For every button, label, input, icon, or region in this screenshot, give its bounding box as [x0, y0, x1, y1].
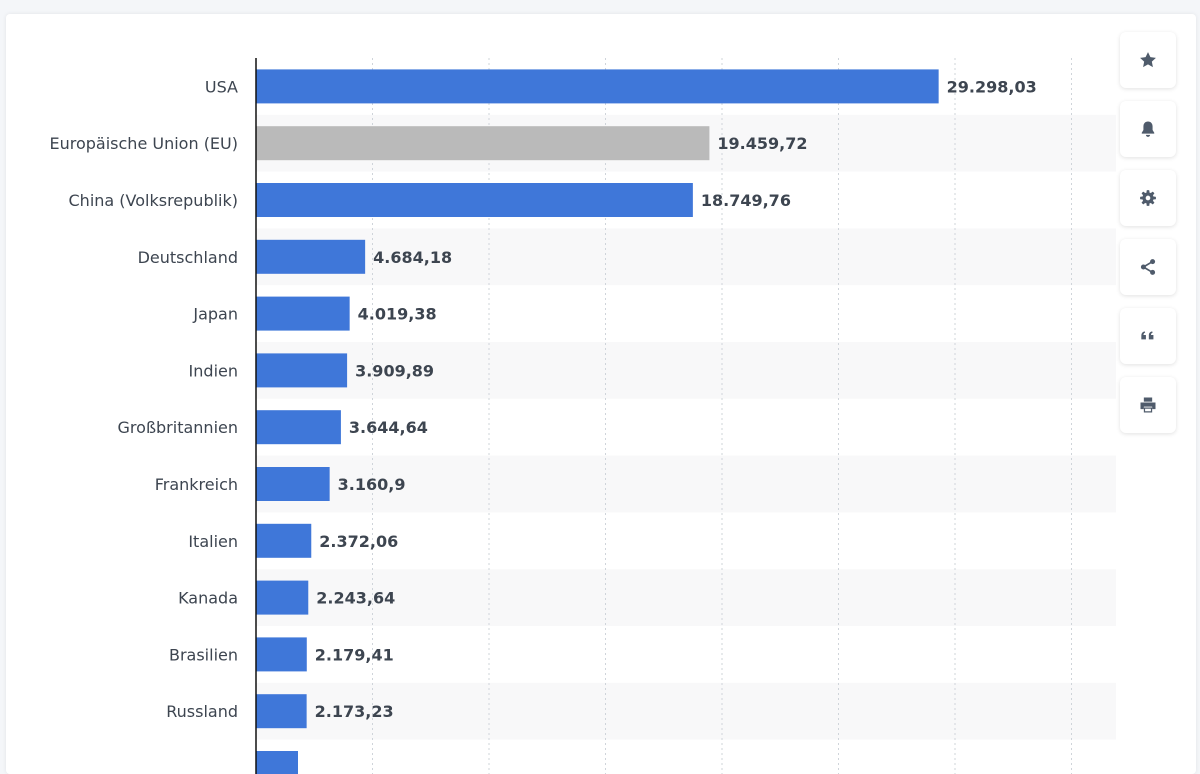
- bar-5: [256, 353, 348, 388]
- star-icon: [1140, 52, 1156, 68]
- settings-button[interactable]: [1120, 170, 1176, 226]
- value-label: 3.160,9: [338, 475, 406, 494]
- chart-toolbar: [1120, 32, 1178, 446]
- bar-7: [256, 467, 330, 501]
- value-label: 2.173,23: [315, 702, 394, 721]
- bar-6: [256, 410, 341, 445]
- value-label: 19.459,72: [717, 134, 807, 153]
- category-label: Deutschland: [138, 248, 238, 267]
- value-label: 2.179,41: [315, 645, 394, 664]
- value-label: 18.749,76: [701, 191, 791, 210]
- bar-2: [256, 183, 693, 217]
- print-icon: [1140, 397, 1156, 413]
- category-label: Frankreich: [155, 475, 238, 494]
- print-button[interactable]: [1120, 377, 1176, 433]
- row-band: [256, 228, 1116, 286]
- category-label: Japan: [192, 305, 238, 324]
- cite-button[interactable]: [1120, 308, 1176, 364]
- bar-next: [256, 751, 298, 774]
- notification-button[interactable]: [1120, 101, 1176, 157]
- value-label: 3.909,89: [355, 361, 434, 380]
- chart-card: USA 29.298,03 Europäische Union (EU) 19.459…: [6, 14, 1196, 774]
- bar-1: [256, 126, 710, 161]
- category-label: Großbritannien: [118, 418, 238, 437]
- category-label: Russland: [166, 702, 238, 721]
- value-label: 29.298,03: [947, 77, 1037, 96]
- category-label: Indien: [189, 361, 238, 380]
- quote-icon: [1141, 331, 1154, 340]
- bar-10: [256, 637, 307, 672]
- bar-4: [256, 296, 350, 331]
- gear-icon: [1140, 190, 1156, 206]
- bar-9: [256, 580, 309, 615]
- row-band: [256, 682, 1116, 740]
- bar-chart: USA 29.298,03 Europäische Union (EU) 19.459…: [50, 58, 1116, 774]
- bar-0: [256, 69, 939, 104]
- category-label: USA: [205, 77, 238, 96]
- share-button[interactable]: [1120, 239, 1176, 295]
- share-icon: [1140, 259, 1156, 275]
- favorite-button[interactable]: [1120, 32, 1176, 88]
- value-label: 2.372,06: [319, 532, 398, 551]
- bar-8: [256, 523, 312, 558]
- row-band: [256, 342, 1116, 399]
- row-band: [256, 455, 1116, 513]
- bar-11: [256, 694, 307, 729]
- category-label: Kanada: [178, 589, 238, 608]
- value-label: 4.684,18: [373, 248, 452, 267]
- category-label: China (Volksrepublik): [69, 191, 239, 210]
- bell-icon: [1141, 121, 1155, 137]
- row-band: [256, 569, 1116, 626]
- category-label: Brasilien: [169, 645, 238, 664]
- category-label: Italien: [188, 532, 238, 551]
- value-label: 4.019,38: [358, 305, 437, 324]
- value-label: 2.243,64: [316, 589, 395, 608]
- category-label: Europäische Union (EU): [50, 134, 239, 153]
- value-label: 3.644,64: [349, 418, 428, 437]
- bar-3: [256, 239, 366, 274]
